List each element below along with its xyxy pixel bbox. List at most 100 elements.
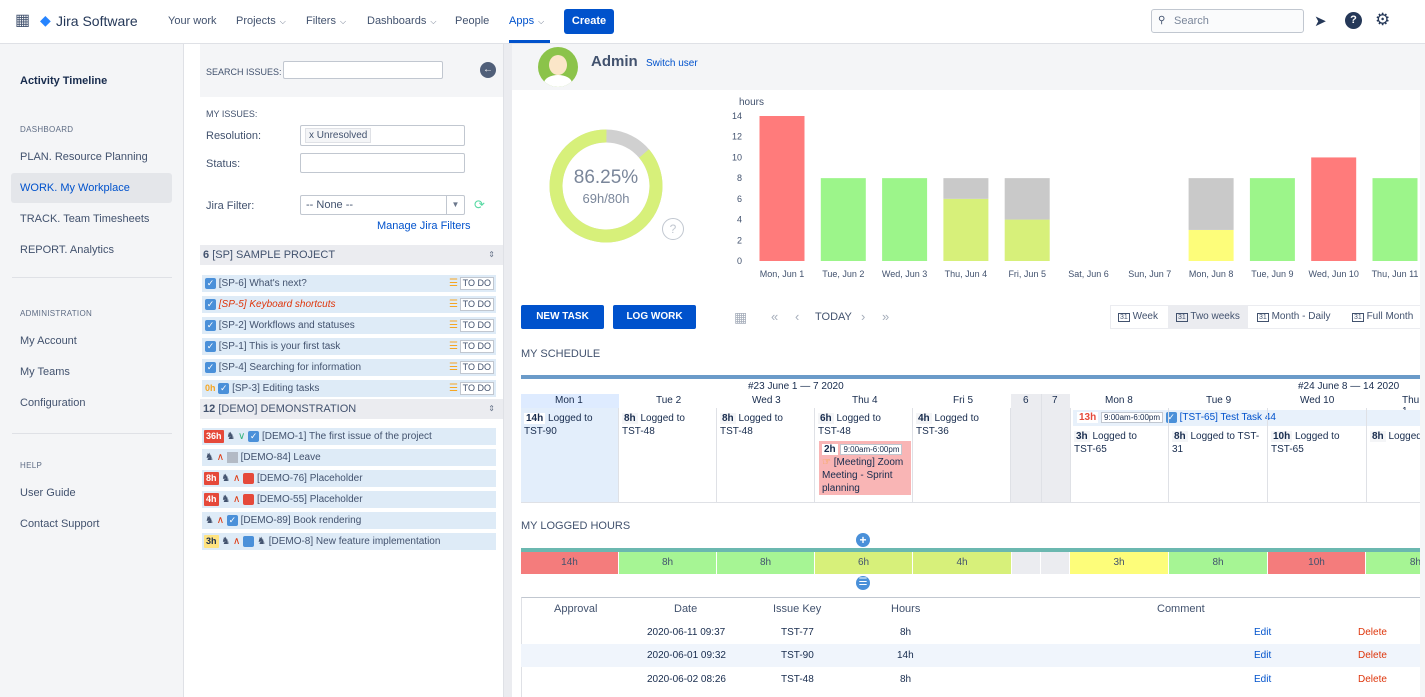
schedule-entry[interactable]: 8h Logged to TST-48 bbox=[622, 412, 694, 438]
project-header-demo[interactable]: 12 [DEMO] DEMONSTRATION ⇕ bbox=[200, 399, 503, 419]
schedule-day-wed3[interactable]: 8h Logged to TST-48 bbox=[717, 408, 815, 503]
sidebar-item-contact-support[interactable]: Contact Support bbox=[20, 518, 100, 530]
collapse-panel-icon[interactable]: ← bbox=[480, 62, 496, 78]
resolution-input[interactable]: x Unresolved bbox=[300, 125, 465, 146]
sidebar-item-plan[interactable]: PLAN. Resource Planning bbox=[20, 151, 148, 163]
issue-row[interactable]: 8h ♞ ∧ [DEMO-76] Placeholder bbox=[202, 470, 496, 487]
help-icon[interactable]: ? bbox=[1345, 12, 1362, 29]
list-toggle-icon[interactable]: ☰ bbox=[856, 576, 870, 590]
logged-cell[interactable]: 8h bbox=[1366, 552, 1425, 574]
table-row[interactable]: 2020-06-11 09:37 TST-77 8h Edit Delete bbox=[521, 621, 1425, 644]
delete-link[interactable]: Delete bbox=[1358, 674, 1387, 685]
logged-cell[interactable]: 10h bbox=[1268, 552, 1365, 574]
sidebar-title[interactable]: Activity Timeline bbox=[20, 75, 108, 87]
task-event-bar[interactable]: 13h 9:00am-6:00pm ✓ [TST-65] Test Task 4… bbox=[1073, 410, 1425, 426]
status-input[interactable] bbox=[300, 153, 465, 173]
refresh-icon[interactable]: ⟳ bbox=[474, 197, 485, 212]
switch-user-link[interactable]: Switch user bbox=[646, 58, 698, 69]
double-left-icon[interactable]: « bbox=[771, 309, 779, 324]
dropdown-arrow-icon[interactable]: ▼ bbox=[446, 196, 464, 214]
issue-row[interactable]: ✓ [SP-1] This is your first task ☰ TO DO bbox=[202, 338, 496, 355]
avatar[interactable] bbox=[538, 47, 578, 87]
double-right-icon[interactable]: » bbox=[882, 309, 890, 324]
issue-row[interactable]: 4h ♞ ∧ [DEMO-55] Placeholder bbox=[202, 491, 496, 508]
logged-cell[interactable]: 8h bbox=[619, 552, 716, 574]
sidebar-item-report[interactable]: REPORT. Analytics bbox=[20, 244, 114, 256]
issue-row[interactable]: 3h ♞ ∧ ♞ [DEMO-8] New feature implementa… bbox=[202, 533, 496, 550]
schedule-entry[interactable]: 14h Logged to TST-90 bbox=[524, 412, 596, 438]
main-scrollbar[interactable] bbox=[1420, 44, 1425, 697]
schedule-day-wed10[interactable]: 10h Logged to TST-65 bbox=[1268, 408, 1367, 503]
schedule-entry[interactable]: 3h Logged to TST-65 bbox=[1074, 430, 1159, 456]
resolution-chip[interactable]: x Unresolved bbox=[305, 128, 372, 143]
issue-row[interactable]: ✓ [SP-6] What's next? ☰ TO DO bbox=[202, 275, 496, 292]
product-name[interactable]: Jira Software bbox=[56, 13, 138, 29]
schedule-entry[interactable]: 8h Logged to TST-48 bbox=[720, 412, 792, 438]
issue-row[interactable]: 0h ✓ [SP-3] Editing tasks ☰ TO DO bbox=[202, 380, 496, 397]
issue-row[interactable]: ✓ [SP-5] Keyboard shortcuts ☰ TO DO bbox=[202, 296, 496, 313]
logged-cell[interactable]: 8h bbox=[1169, 552, 1267, 574]
sidebar-item-my-teams[interactable]: My Teams bbox=[20, 366, 70, 378]
calendar-icon[interactable]: ▦ bbox=[734, 309, 748, 325]
app-switcher-icon[interactable]: ▦ bbox=[15, 12, 31, 29]
chevron-left-icon[interactable]: ‹ bbox=[795, 309, 800, 324]
delete-link[interactable]: Delete bbox=[1358, 650, 1387, 661]
issue-row[interactable]: 36h ♞ ∨ ✓ [DEMO-1] The first issue of th… bbox=[202, 428, 496, 445]
view-week[interactable]: 31 Week bbox=[1118, 311, 1158, 322]
schedule-entry[interactable]: 4h Logged to TST-36 bbox=[916, 412, 988, 438]
create-button[interactable]: Create bbox=[564, 9, 614, 34]
expand-plus-icon[interactable]: + bbox=[856, 533, 870, 547]
delete-link[interactable]: Delete bbox=[1358, 627, 1387, 638]
sidebar-item-configuration[interactable]: Configuration bbox=[20, 397, 86, 409]
nav-dashboards[interactable]: Dashboards ⌵ bbox=[367, 15, 436, 27]
schedule-day-tue9[interactable]: 8h Logged to TST-31 bbox=[1169, 408, 1268, 503]
logged-cell[interactable]: 4h bbox=[913, 552, 1011, 574]
schedule-entry[interactable]: 8h Logged to 77 bbox=[1370, 430, 1425, 443]
nav-projects[interactable]: Projects ⌵ bbox=[236, 15, 286, 27]
issue-row[interactable]: ✓ [SP-2] Workflows and statuses ☰ TO DO bbox=[202, 317, 496, 334]
schedule-entry[interactable]: 8h Logged to TST-31 bbox=[1172, 430, 1264, 456]
view-full-month[interactable]: 31 Full Month bbox=[1352, 311, 1413, 322]
schedule-entry[interactable]: 6h Logged to TST-48 bbox=[818, 412, 890, 438]
schedule-day-tue2[interactable]: 8h Logged to TST-48 bbox=[619, 408, 717, 503]
schedule-day-thu4[interactable]: 6h Logged to TST-48 2h 9:00am-6:00pm ☞ [… bbox=[815, 408, 913, 503]
sidebar-item-track[interactable]: TRACK. Team Timesheets bbox=[20, 213, 150, 225]
sidebar-item-user-guide[interactable]: User Guide bbox=[20, 487, 76, 499]
manage-filters-link[interactable]: Manage Jira Filters bbox=[377, 220, 471, 232]
new-task-button[interactable]: NEW TASK bbox=[521, 305, 604, 329]
project-header-sp[interactable]: 6 [SP] SAMPLE PROJECT ⇕ bbox=[200, 245, 503, 265]
chevron-right-icon[interactable]: › bbox=[861, 309, 866, 324]
search-issues-input[interactable] bbox=[283, 61, 443, 79]
nav-your-work[interactable]: Your work bbox=[168, 15, 217, 27]
cell-key[interactable]: TST-48 bbox=[781, 674, 814, 685]
log-work-button[interactable]: LOG WORK bbox=[613, 305, 696, 329]
edit-link[interactable]: Edit bbox=[1254, 650, 1272, 661]
logged-cell[interactable]: 8h bbox=[717, 552, 814, 574]
view-month-daily[interactable]: 31 Month - Daily bbox=[1257, 311, 1330, 322]
sidebar-item-work[interactable]: WORK. My Workplace bbox=[20, 182, 130, 194]
notifications-icon[interactable]: ➤ bbox=[1314, 13, 1327, 30]
today-button[interactable]: TODAY bbox=[815, 311, 852, 323]
nav-people[interactable]: People bbox=[455, 15, 490, 27]
meeting-event[interactable]: 2h 9:00am-6:00pm ☞ [Meeting] Zoom Meetin… bbox=[819, 441, 911, 495]
jira-logo-icon[interactable]: ◆ bbox=[40, 12, 51, 28]
sidebar-item-my-account[interactable]: My Account bbox=[20, 335, 77, 347]
remove-chip-icon[interactable]: x bbox=[309, 130, 314, 141]
logged-cell[interactable]: 6h bbox=[815, 552, 912, 574]
view-two-weeks[interactable]: 31 Two weeks bbox=[1176, 311, 1240, 322]
schedule-day-fri5[interactable]: 4h Logged to TST-36 bbox=[913, 408, 1011, 503]
settings-gear-icon[interactable]: ⚙ bbox=[1375, 10, 1391, 29]
issue-row[interactable]: ✓ [SP-4] Searching for information ☰ TO DO bbox=[202, 359, 496, 376]
jira-filter-select[interactable]: -- None -- ▼ bbox=[300, 195, 465, 215]
edit-link[interactable]: Edit bbox=[1254, 674, 1272, 685]
help-circle-icon[interactable]: ? bbox=[662, 218, 684, 240]
logged-cell[interactable]: 14h bbox=[521, 552, 618, 574]
edit-link[interactable]: Edit bbox=[1254, 627, 1272, 638]
sort-icon[interactable]: ⇕ bbox=[488, 250, 495, 259]
issue-row[interactable]: ♞ ∧ [DEMO-84] Leave bbox=[202, 449, 496, 466]
schedule-day-mon1[interactable]: 14h Logged to TST-90 bbox=[521, 408, 619, 503]
table-row[interactable]: 2020-06-02 08:26 TST-48 8h Edit Delete bbox=[521, 668, 1425, 691]
search-input[interactable]: Search bbox=[1151, 9, 1304, 33]
cell-key[interactable]: TST-77 bbox=[781, 627, 814, 638]
logged-cell[interactable]: 3h bbox=[1070, 552, 1168, 574]
